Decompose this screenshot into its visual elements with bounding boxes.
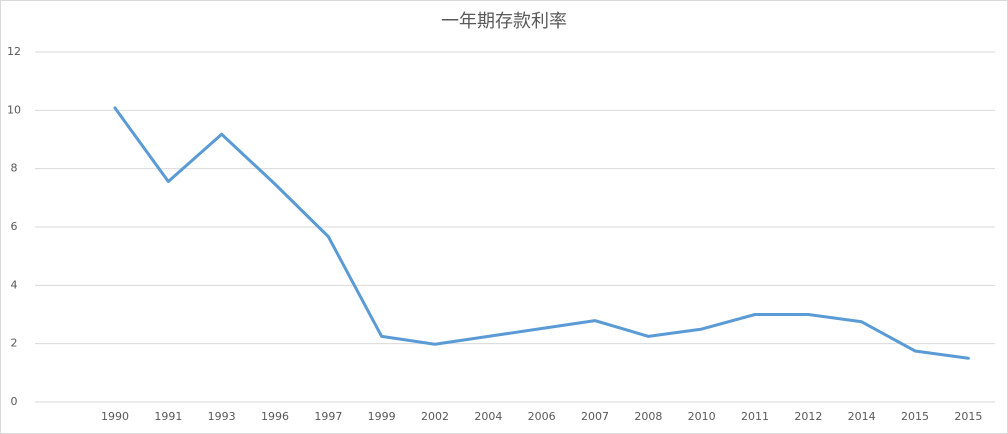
x-tick-label: 2015 <box>954 410 982 423</box>
x-tick-label: 2011 <box>741 410 769 423</box>
x-tick-label: 2014 <box>848 410 876 423</box>
x-tick-label: 2007 <box>581 410 609 423</box>
y-tick-label: 8 <box>11 162 18 175</box>
y-tick-label: 10 <box>7 103 21 116</box>
x-tick-label: 2004 <box>474 410 502 423</box>
x-tick-label: 2015 <box>901 410 929 423</box>
x-tick-label: 1991 <box>154 410 182 423</box>
line-series <box>113 106 970 360</box>
x-tick-label: 1997 <box>314 410 342 423</box>
x-tick-label: 1999 <box>368 410 396 423</box>
x-tick-label: 2008 <box>634 410 662 423</box>
y-tick-label: 4 <box>11 278 18 291</box>
y-tick-label: 6 <box>11 220 18 233</box>
y-tick-label: 0 <box>11 395 18 408</box>
chart-title: 一年期存款利率 <box>441 11 567 32</box>
x-tick-label: 2012 <box>794 410 822 423</box>
x-tick-label: 2002 <box>421 410 449 423</box>
x-tick-label: 1996 <box>261 410 289 423</box>
y-tick-label: 2 <box>11 337 18 350</box>
y-tick-label: 12 <box>7 45 21 58</box>
x-tick-label: 2010 <box>688 410 716 423</box>
x-tick-label: 1993 <box>208 410 236 423</box>
x-tick-label: 2006 <box>528 410 556 423</box>
x-tick-label: 1990 <box>101 410 129 423</box>
